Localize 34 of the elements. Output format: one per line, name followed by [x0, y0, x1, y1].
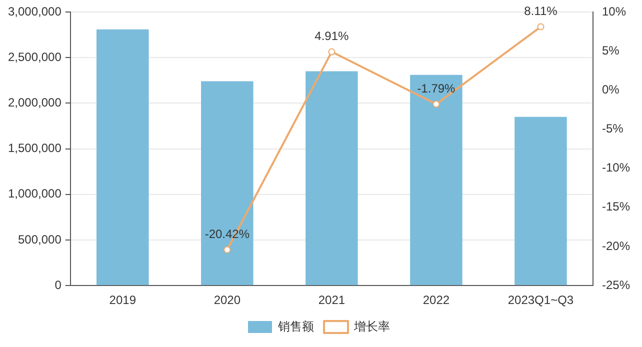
x-tick-label: 2019 [109, 293, 136, 308]
y-tick-label: 3,000,000 [8, 4, 62, 18]
point [432, 100, 440, 108]
y-tick-label: 500,000 [18, 232, 62, 246]
point [224, 246, 231, 254]
x-tick-label: 2022 [422, 293, 450, 308]
y2-tick-label: 10% [602, 4, 626, 18]
x-tick-label: 2020 [214, 293, 241, 308]
y2-tick-label: -20% [602, 238, 630, 253]
y-tick-label: 1,500,000 [8, 141, 62, 156]
legend-label: 增长率 [353, 319, 390, 334]
bar [96, 29, 149, 286]
x-tick-label: 2023Q1~Q3 [508, 293, 574, 308]
y-tick-label: 2,500,000 [8, 50, 62, 64]
bar [514, 116, 567, 286]
y2-tick-label: 0% [602, 82, 620, 96]
point [328, 48, 336, 56]
data-label: 8.11% [524, 4, 558, 18]
x-tick-label: 2021 [318, 293, 346, 308]
point [537, 23, 544, 30]
y2-tick-label: -25% [602, 278, 630, 292]
y2-tick-label: 5% [602, 43, 620, 58]
y2-tick-label: -10% [602, 160, 630, 175]
data-label: -1.79% [417, 81, 456, 96]
y-tick-label: 0 [54, 278, 62, 292]
legend-label: 销售额 [277, 319, 314, 334]
data-label: 4.91% [314, 29, 350, 44]
bar [410, 74, 462, 286]
y2-tick-label: -15% [602, 200, 630, 214]
y-tick-label: 1,000,000 [8, 186, 62, 201]
y-tick-label: 2,000,000 [8, 96, 62, 110]
y2-tick-label: -5% [602, 122, 624, 136]
bar [201, 81, 254, 286]
bar [306, 71, 358, 286]
